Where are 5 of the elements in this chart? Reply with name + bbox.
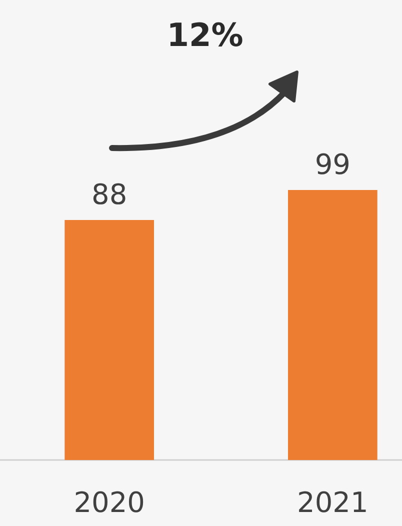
data-label: 99: [314, 148, 350, 181]
x-tick-label: 2020: [74, 486, 145, 519]
x-tick-label: 2021: [297, 486, 368, 519]
text: 12%: [166, 16, 244, 54]
data-label: 88: [92, 178, 128, 211]
